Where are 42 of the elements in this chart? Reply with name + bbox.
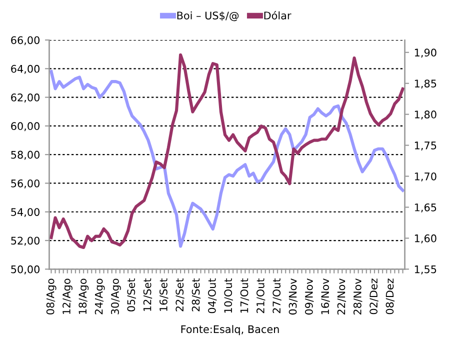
y2-tick-label: 1,70 bbox=[414, 172, 436, 182]
y2-tick-label: 1,80 bbox=[414, 110, 436, 120]
x-tick-label: 21/Out bbox=[256, 278, 266, 314]
y2-tick-label: 1,75 bbox=[414, 142, 436, 150]
legend-label: Dólar bbox=[264, 10, 292, 20]
y-tick-label: 50,00 bbox=[11, 265, 40, 274]
x-tick-label: 09/Nov bbox=[304, 278, 314, 315]
x-tick-label: 17/Out bbox=[240, 278, 250, 313]
y-tick-label: 56,00 bbox=[11, 179, 40, 188]
y2-tick-label: 1,85 bbox=[414, 80, 436, 89]
x-tick-label: 30/Ago bbox=[111, 278, 121, 314]
x-tick-label: 03/Nov bbox=[288, 278, 298, 315]
source-note: Fonte:Esalq, Bacen bbox=[181, 325, 279, 336]
y2-tick-label: 1,60 bbox=[414, 234, 436, 244]
x-tick-label: 08/Ago bbox=[46, 278, 56, 314]
x-tick-label: 04/Out bbox=[208, 278, 217, 314]
x-tick-label: 10/Out bbox=[224, 278, 233, 313]
y-tick-label: 54,00 bbox=[11, 208, 40, 218]
x-tick-label: 27/Out bbox=[272, 278, 282, 314]
x-tick-label: 22/Nov bbox=[337, 278, 346, 315]
x-tick-label: 28/Nov bbox=[353, 278, 362, 315]
x-tick-label: 05/Set bbox=[127, 278, 136, 312]
y2-tick-label: 1,55 bbox=[414, 266, 436, 274]
y-tick-label: 66,00 bbox=[11, 36, 40, 46]
y-tick-label: 58,00 bbox=[11, 150, 40, 160]
x-tick-label: 28/Set bbox=[192, 278, 201, 312]
y-tick-label: 52,00 bbox=[11, 236, 40, 246]
y2-tick-label: 1,65 bbox=[414, 203, 436, 212]
x-tick-label: 16/Nov bbox=[321, 278, 330, 314]
y-tick-label: 64,00 bbox=[11, 64, 40, 74]
x-tick-label: 16/Set bbox=[160, 278, 168, 311]
x-tick-label: 08/Dez bbox=[386, 278, 394, 314]
x-tick-label: 02/Dez bbox=[370, 278, 378, 314]
legend-label: Boi – US$/@ bbox=[177, 11, 239, 22]
x-tick-label: 12/Set bbox=[143, 278, 152, 311]
x-tick-label: 12/Ago bbox=[62, 278, 72, 314]
y2-tick-label: 1,90 bbox=[414, 48, 436, 58]
y-tick-label: 62,00 bbox=[11, 94, 40, 102]
x-tick-label: 18/Ago bbox=[78, 278, 89, 314]
y-tick-label: 60,00 bbox=[11, 122, 40, 132]
x-tick-label: 22/Set bbox=[176, 278, 184, 312]
x-tick-label: 24/Ago bbox=[94, 278, 105, 314]
